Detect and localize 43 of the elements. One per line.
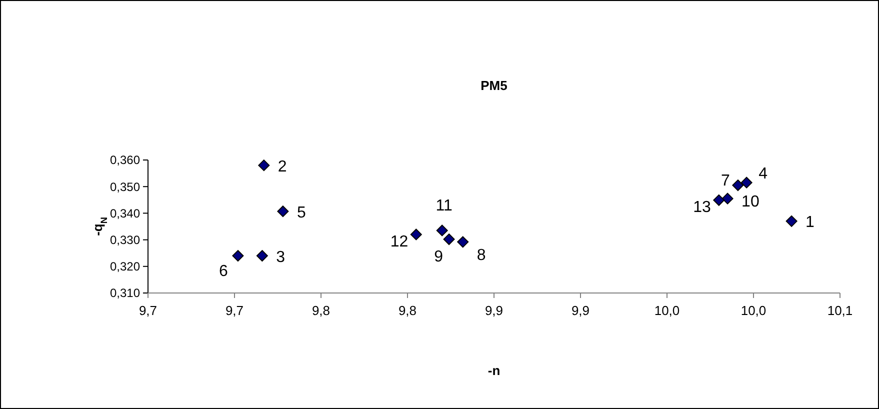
annotation: 7 [721, 172, 730, 190]
x-tick-label: 9,8 [312, 303, 330, 318]
point [786, 215, 798, 227]
x-tick-label: 9,8 [398, 303, 417, 318]
annotation: 4 [758, 166, 768, 183]
y-tick-label: 0,330 [110, 233, 140, 247]
x-tick-label: 9,7 [225, 303, 244, 318]
annotation: 1 [806, 214, 815, 232]
y-tick-label: 0,310 [110, 286, 140, 300]
y-tick-label: 0,340 [110, 206, 140, 220]
annotation: 12 [390, 233, 408, 250]
chart-title: PM5 [480, 78, 508, 93]
annotation: 2 [278, 158, 287, 176]
point [410, 228, 422, 240]
x-tick-label: 9,9 [484, 303, 504, 318]
annotation: 9 [434, 248, 444, 266]
x-tick-label: 9,7 [138, 303, 158, 318]
annotation: 10 [742, 194, 760, 211]
x-tick-label: 10,0 [654, 303, 680, 318]
x-tick-label: 10,1 [827, 303, 853, 318]
point [722, 192, 734, 204]
point [232, 250, 244, 262]
annotation: 5 [296, 204, 306, 222]
point [457, 236, 469, 248]
x-tick-label: 9,9 [571, 303, 590, 318]
y-tick-label: 0,350 [110, 180, 140, 194]
point [277, 206, 289, 218]
point [732, 180, 744, 192]
point [443, 234, 455, 246]
annotation: 11 [436, 197, 453, 214]
point [256, 250, 268, 262]
annotation: 13 [693, 199, 711, 216]
y-tick-label: 0,320 [110, 260, 140, 274]
annotation: 8 [476, 246, 486, 264]
point [436, 224, 448, 236]
point [713, 194, 725, 206]
annotation: 3 [276, 248, 286, 266]
point [258, 160, 270, 172]
x-axis-title: -n [488, 363, 500, 378]
point [740, 176, 752, 188]
y-tick-label: 0,360 [110, 153, 140, 168]
x-tick-label: 10,0 [740, 303, 766, 318]
annotation: 6 [219, 262, 228, 280]
